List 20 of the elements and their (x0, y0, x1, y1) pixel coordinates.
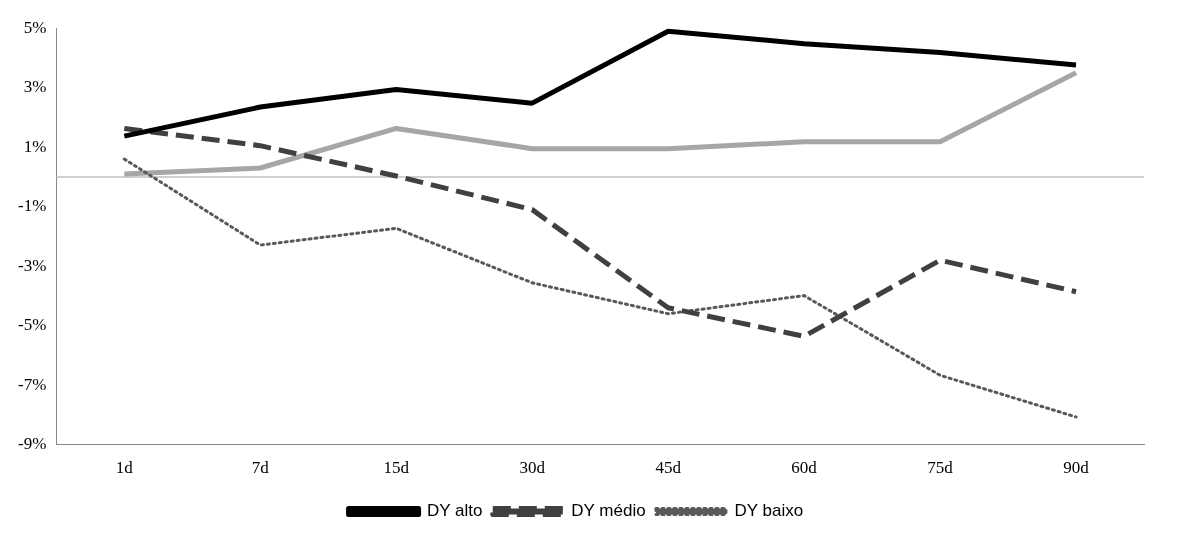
y-tick-label: -3% (17, 255, 47, 275)
x-tick-label: 75d (927, 458, 954, 478)
x-tick-label: 30d (519, 458, 546, 478)
x-tick-label: 90d (1063, 458, 1090, 478)
line-series (122, 157, 1078, 419)
x-tick-label: 15d (383, 458, 410, 478)
legend-label: DY médio (571, 501, 646, 521)
y-tick-label: -9% (17, 434, 47, 454)
legend-label: DY baixo (734, 501, 804, 521)
x-tick-label: 45d (655, 458, 682, 478)
x-tick-label: 1d (115, 458, 134, 478)
x-tick-label: 60d (791, 458, 818, 478)
y-tick-label: 1% (23, 136, 47, 156)
y-tick-label: 5% (23, 17, 47, 37)
legend-label: DY alto (427, 501, 483, 521)
y-tick-label: -1% (17, 196, 47, 216)
y-tick-label: -5% (17, 315, 47, 335)
y-tick-label: 3% (23, 77, 47, 97)
y-tick-label: -7% (17, 374, 47, 394)
x-tick-label: 7d (251, 458, 270, 478)
